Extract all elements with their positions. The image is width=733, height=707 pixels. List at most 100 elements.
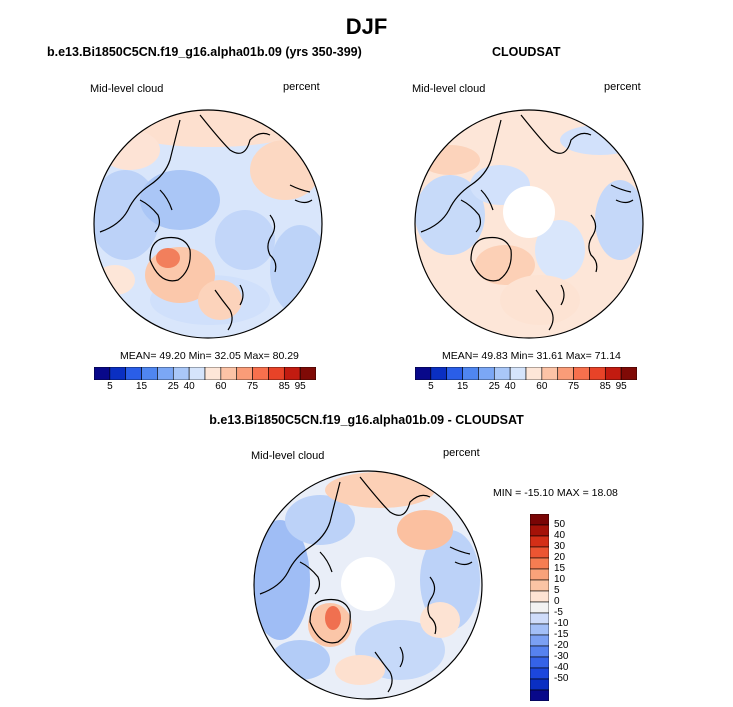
colorbar-panel2-label: 5: [428, 381, 434, 392]
colorbar-panel1: [94, 367, 316, 380]
colorbar-diff-label: -40: [554, 662, 569, 673]
colorbar-panel2-swatch: [525, 367, 543, 380]
colorbar-panel2-label: 60: [536, 381, 548, 392]
map-panel2: [414, 109, 644, 339]
colorbar-diff-swatch: [530, 546, 549, 559]
colorbar-diff-swatch: [530, 634, 549, 647]
panel3-right-label: percent: [443, 447, 480, 459]
colorbar-diff: [530, 514, 549, 701]
colorbar-diff-swatch: [530, 535, 549, 548]
colorbar-diff-swatch: [530, 601, 549, 614]
colorbar-diff-label: 10: [554, 574, 566, 585]
colorbar-panel1-swatch: [172, 367, 190, 380]
colorbar-panel2-swatch: [446, 367, 463, 380]
colorbar-panel2-swatch: [589, 367, 606, 380]
colorbar-diff-label: -5: [554, 607, 563, 618]
colorbar-panel2-label: 25: [488, 381, 500, 392]
colorbar-panel2-label: 95: [615, 381, 627, 392]
panel2-left-label: Mid-level cloud: [412, 83, 486, 95]
colorbar-panel1-label: 85: [278, 381, 290, 392]
colorbar-panel1-swatch: [283, 367, 301, 380]
polar-gap-diff: [341, 557, 395, 611]
colorbar-panel2-swatch: [493, 367, 511, 380]
colorbar-panel1-swatch: [252, 367, 269, 380]
colorbar-panel2-swatch: [557, 367, 574, 380]
panel3-left-label: Mid-level cloud: [251, 450, 325, 462]
colorbar-diff-label: -50: [554, 673, 569, 684]
colorbar-panel2-label: 15: [457, 381, 469, 392]
polar-gap: [503, 186, 555, 238]
colorbar-panel1-swatch: [157, 367, 174, 380]
colorbar-diff-swatch: [530, 579, 549, 592]
colorbar-panel2: [415, 367, 637, 380]
panel1-left-label: Mid-level cloud: [90, 83, 164, 95]
colorbar-diff-label: 20: [554, 552, 566, 563]
colorbar-panel1-swatch: [141, 367, 158, 380]
colorbar-panel2-swatch: [604, 367, 622, 380]
colorbar-diff-labels: 50 40 30 20 15 10 5 0 -5 -10 -15 -20 -30 -40 -50: [554, 514, 584, 701]
colorbar-panel1-swatch: [109, 367, 127, 380]
colorbar-panel2-label: 85: [599, 381, 611, 392]
panel1-stats: MEAN= 49.20 Min= 32.05 Max= 80.29: [120, 350, 299, 362]
colorbar-diff-label: 50: [554, 519, 566, 530]
colorbar-panel1-label: 25: [167, 381, 179, 392]
colorbar-diff-swatch: [530, 524, 549, 537]
colorbar-panel2-swatch: [620, 367, 637, 380]
colorbar-panel2-swatch: [462, 367, 479, 380]
panel3-stats: MIN = -15.10 MAX = 18.08: [493, 487, 618, 499]
colorbar-panel1-swatch: [94, 367, 111, 380]
colorbar-panel1-label: 5: [107, 381, 113, 392]
colorbar-panel1-labels: 5 15 25 40 60 75 85 95: [94, 381, 316, 395]
colorbar-panel1-label: 40: [183, 381, 195, 392]
map-panel3: [253, 470, 483, 700]
colorbar-diff-swatch: [530, 590, 549, 603]
colorbar-panel1-swatch: [268, 367, 285, 380]
panel3-title: b.e13.Bi1850C5CN.f19_g16.alpha01b.09 - C…: [209, 413, 524, 427]
colorbar-diff-label: 40: [554, 530, 566, 541]
map-panel1: [93, 109, 323, 339]
colorbar-diff-swatch: [530, 667, 549, 680]
colorbar-panel2-labels: 5 15 25 40 60 75 85 95: [415, 381, 637, 395]
colorbar-panel1-swatch: [236, 367, 253, 380]
panel2-title: CLOUDSAT: [492, 45, 561, 59]
panel1-right-label: percent: [283, 81, 320, 93]
colorbar-panel1-label: 60: [215, 381, 227, 392]
colorbar-diff-swatch: [530, 689, 549, 701]
colorbar-panel1-label: 95: [294, 381, 306, 392]
colorbar-panel1-label: 15: [136, 381, 148, 392]
colorbar-diff-label: -15: [554, 629, 569, 640]
colorbar-panel2-label: 75: [568, 381, 580, 392]
colorbar-diff-label: -10: [554, 618, 569, 629]
colorbar-diff-swatch: [530, 568, 549, 581]
colorbar-panel1-swatch: [125, 367, 142, 380]
colorbar-diff-label: 15: [554, 563, 566, 574]
panel2-stats: MEAN= 49.83 Min= 31.61 Max= 71.14: [442, 350, 621, 362]
colorbar-diff-swatch: [530, 514, 549, 526]
figure-title: DJF: [345, 14, 388, 39]
colorbar-panel1-swatch: [220, 367, 238, 380]
colorbar-panel2-label: 40: [504, 381, 516, 392]
colorbar-panel1-swatch: [188, 367, 206, 380]
colorbar-panel2-swatch: [573, 367, 590, 380]
colorbar-panel1-swatch: [204, 367, 222, 380]
colorbar-diff-label: -30: [554, 651, 569, 662]
panel1-title: b.e13.Bi1850C5CN.f19_g16.alpha01b.09 (yr…: [47, 45, 362, 59]
colorbar-panel2-swatch: [541, 367, 559, 380]
colorbar-panel2-swatch: [430, 367, 448, 380]
colorbar-panel2-swatch: [415, 367, 432, 380]
colorbar-diff-swatch: [530, 612, 549, 625]
colorbar-panel2-swatch: [478, 367, 495, 380]
colorbar-diff-label: 30: [554, 541, 566, 552]
colorbar-diff-label: 0: [554, 596, 560, 607]
colorbar-diff-label: 5: [554, 585, 560, 596]
colorbar-diff-swatch: [530, 656, 549, 669]
colorbar-diff-label: -20: [554, 640, 569, 651]
colorbar-panel2-swatch: [509, 367, 527, 380]
colorbar-diff-swatch: [530, 557, 549, 570]
colorbar-diff-swatch: [530, 623, 549, 636]
colorbar-diff-swatch: [530, 678, 549, 691]
colorbar-panel1-swatch: [299, 367, 316, 380]
panel2-right-label: percent: [604, 81, 641, 93]
colorbar-diff-swatch: [530, 645, 549, 658]
